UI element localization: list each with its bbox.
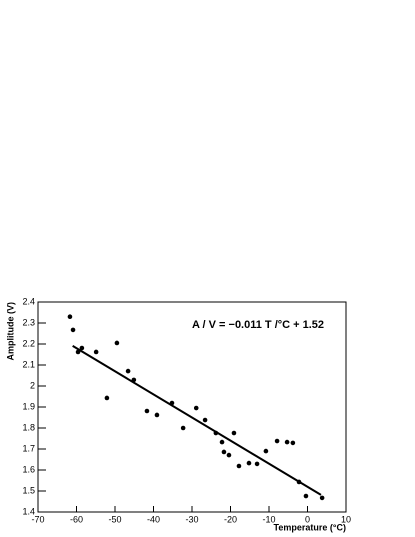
data-point: [131, 377, 137, 383]
y-axis-title: Amplitude (V): [5, 302, 15, 361]
data-point: [290, 440, 296, 446]
data-point: [254, 461, 260, 467]
x-tick-label: -50: [108, 514, 121, 524]
fit-annotation: A / V = −0.011 T /°C + 1.52: [192, 319, 324, 331]
data-point: [231, 430, 237, 436]
data-point: [70, 327, 76, 333]
data-point: [79, 345, 85, 351]
x-axis-title: Temperature (°C): [274, 522, 346, 532]
y-tick-label: 1.8: [22, 422, 35, 432]
data-point: [154, 412, 160, 418]
y-tick-label: 2.1: [22, 359, 35, 369]
data-point: [319, 495, 325, 501]
data-point: [104, 395, 110, 401]
data-point: [93, 349, 99, 355]
data-point: [193, 405, 199, 411]
y-tick-label: 2: [30, 380, 35, 390]
data-point: [221, 449, 227, 455]
x-tick-label: 10: [341, 514, 351, 524]
data-point: [180, 425, 186, 431]
data-point: [284, 439, 290, 445]
y-tick-label: 1.6: [22, 464, 35, 474]
data-point: [202, 417, 208, 423]
y-tick-label: 2.3: [22, 317, 35, 327]
data-point: [226, 452, 232, 458]
data-point: [219, 439, 225, 445]
data-point: [213, 430, 219, 436]
data-point: [274, 438, 280, 444]
y-tick-label: 1.4: [22, 506, 35, 516]
x-tick-label: -30: [185, 514, 198, 524]
y-tick-label: 1.9: [22, 401, 35, 411]
y-tick-label: 1.7: [22, 443, 35, 453]
data-point: [246, 460, 252, 466]
x-tick-label: -60: [70, 514, 83, 524]
data-point: [303, 493, 309, 499]
data-point: [144, 408, 150, 414]
y-tick-label: 2.4: [22, 296, 35, 306]
x-tick-label: -40: [147, 514, 160, 524]
fit-line: [72, 345, 322, 496]
data-point: [296, 479, 302, 485]
data-point: [263, 448, 269, 454]
x-tick-label: -20: [224, 514, 237, 524]
data-point: [169, 400, 175, 406]
data-point: [236, 463, 242, 469]
data-point: [114, 340, 120, 346]
data-point: [125, 368, 131, 374]
x-tick-label: -70: [31, 514, 44, 524]
x-tick-label: -10: [262, 514, 275, 524]
y-tick-label: 2.2: [22, 338, 35, 348]
data-point: [67, 314, 73, 320]
data-point: [75, 349, 81, 355]
y-tick-label: 1.5: [22, 485, 35, 495]
x-tick-label: 0: [305, 514, 310, 524]
